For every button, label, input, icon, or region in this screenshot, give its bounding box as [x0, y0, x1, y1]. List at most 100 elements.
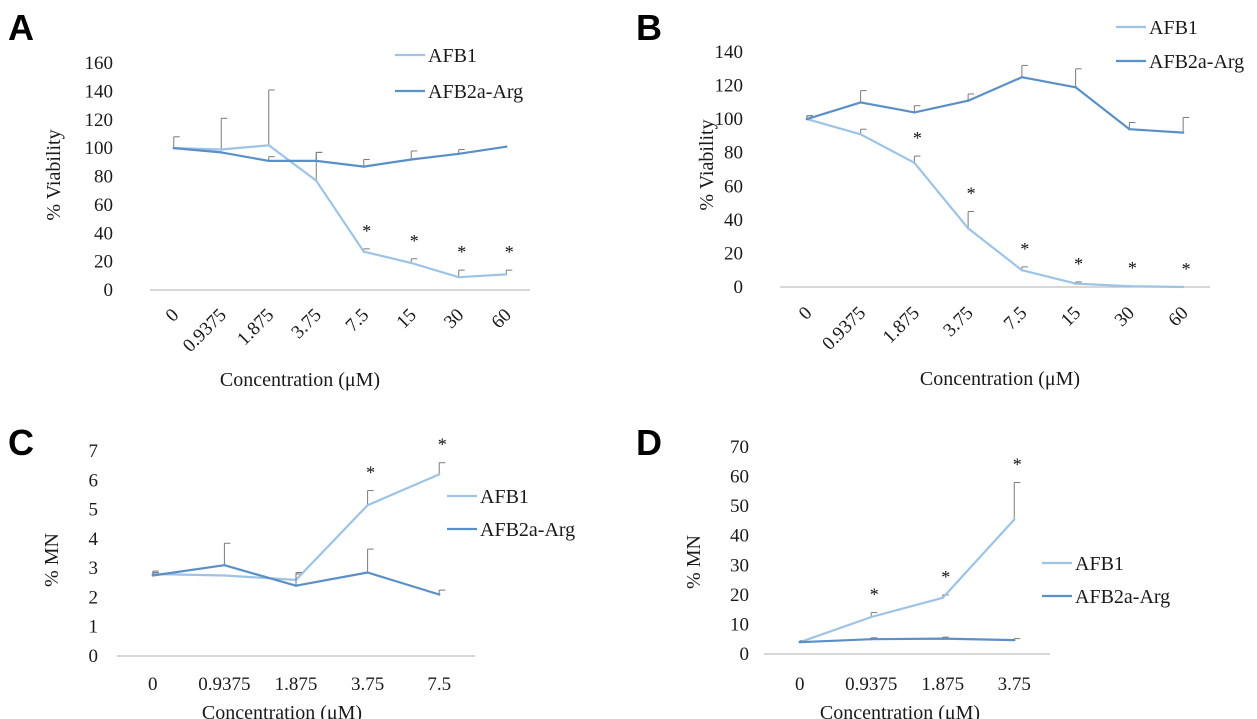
panel-c-afb1-point	[223, 574, 226, 577]
panel-a-afb2a-arg-point	[315, 159, 318, 163]
panel-a-afb2a-arg-point	[457, 152, 460, 155]
panel-b-y-tick-label: 120	[715, 76, 744, 97]
panel-b-x-axis-label: Concentration (μM)	[920, 368, 1080, 390]
panel-b-legend-label-afb2a-arg: AFB2a-Arg	[1149, 51, 1244, 73]
panel-a-x-tick-label: 60	[488, 305, 516, 333]
panel-d-afb2a-arg-point	[870, 638, 873, 641]
panel-b-significance-star: *	[967, 183, 976, 203]
panel-a-significance-star: *	[410, 231, 419, 251]
panel-c-x-tick-label: 3.75	[351, 674, 384, 695]
panel-b-afb1-point	[1074, 282, 1077, 285]
panel-b-significance-star: *	[1182, 259, 1191, 279]
panel-a-y-tick-label: 20	[94, 252, 113, 273]
panel-a-afb2a-arg-point	[362, 165, 365, 168]
panel-b-x-tick-label: 30	[1111, 303, 1139, 331]
panel-a-afb2a-arg-point	[410, 158, 413, 161]
panel-a-x-tick-label: 3.75	[287, 305, 325, 343]
panel-c-x-tick-label: 1.875	[275, 674, 318, 695]
panel-a-y-tick-label: 0	[104, 280, 114, 301]
panel-a-legend-label-afb2a-arg: AFB2a-Arg	[428, 81, 523, 103]
panel-d-y-tick-label: 60	[730, 467, 749, 488]
panel-b-afb1-point	[1181, 285, 1185, 289]
panel-a-afb2a-arg-point	[220, 151, 223, 154]
panel-a-afb2a-arg-line	[173, 145, 507, 168]
panel-b-significance-star: *	[913, 128, 922, 148]
panel-a-afb2a-arg-point	[172, 146, 175, 150]
panel-b-x-tick-label: 3.75	[939, 303, 977, 341]
panel-a-afb1-point	[315, 179, 318, 182]
panel-c-significance-star: *	[438, 435, 447, 455]
panel-b-afb2a-arg-line	[806, 76, 1184, 134]
panel-d-y-tick-label: 70	[730, 437, 749, 458]
panel-d-significance-star: *	[941, 567, 950, 587]
panel-d-x-tick-label: 0	[795, 674, 805, 695]
panel-d-x-tick-label: 1.875	[921, 674, 964, 695]
panel-b-y-tick-label: 40	[724, 210, 743, 231]
panel-c-afb2a-arg-point	[151, 574, 154, 577]
panel-d-y-tick-label: 10	[730, 614, 749, 635]
panel-a-afb1-point	[267, 144, 270, 147]
panel-b-significance-star: *	[1074, 254, 1083, 274]
panel-b-letter: B	[636, 7, 662, 48]
panel-d-afb1-point	[941, 596, 944, 600]
panel-b-afb2a-arg-point	[1074, 86, 1077, 89]
panel-a-significance-star: *	[457, 242, 466, 262]
panel-d-letter: D	[636, 422, 662, 463]
panel-a-legend-label-afb1: AFB1	[428, 45, 477, 67]
panel-a-afb1-point	[220, 148, 223, 151]
panel-a-x-tick-label: 15	[393, 305, 421, 333]
panel-c-x-tick-label: 7.5	[427, 674, 451, 695]
panel-d-afb2a-arg-line	[799, 637, 1015, 644]
panel-c-legend-label-afb1: AFB1	[480, 486, 529, 508]
panel-c-y-axis-label: % MN	[41, 533, 63, 587]
panel-a-y-tick-label: 100	[85, 138, 114, 159]
panel-c-afb1-point	[366, 503, 369, 507]
panel-a-afb1-point	[457, 276, 460, 279]
panel-b-x-tick-label: 60	[1164, 303, 1192, 331]
panel-c-y-tick-label: 0	[89, 646, 99, 667]
panel-a-x-tick-label: 30	[440, 305, 468, 333]
panel-d-y-axis-label: % MN	[683, 535, 705, 589]
panel-a-significance-star: *	[505, 242, 514, 262]
panel-b-y-tick-label: 60	[724, 176, 743, 197]
panel-d-x-axis-label: Concentration (μM)	[820, 702, 980, 719]
panel-a-x-tick-label: 0.9375	[179, 305, 231, 357]
panel-a-y-tick-label: 80	[94, 167, 113, 188]
panel-c-x-tick-label: 0.9375	[198, 674, 250, 695]
panel-b-x-tick-label: 0.9375	[818, 303, 870, 355]
panel-c-y-tick-label: 5	[89, 500, 99, 521]
panel-b-y-tick-label: 100	[715, 109, 744, 130]
panel-b-y-axis-label: % Viability	[696, 119, 718, 210]
panel-a-y-tick-label: 40	[94, 223, 113, 244]
panel-a-afb2a-arg-point	[267, 159, 270, 163]
panel-b-y-tick-label: 20	[724, 243, 743, 264]
panel-c-y-tick-label: 4	[89, 529, 99, 550]
panel-b-x-tick-label: 1.875	[879, 303, 924, 348]
panel-a-letter: A	[8, 7, 34, 48]
panel-c-y-tick-label: 3	[89, 558, 99, 579]
panel-c-afb1-point	[438, 473, 441, 476]
panel-b-afb1-point	[1020, 269, 1024, 272]
panel-b-afb1-point	[966, 227, 970, 230]
panel-c-afb2a-arg-point	[366, 571, 369, 574]
panel-c-afb2a-arg-point	[438, 593, 441, 596]
panel-b-afb1-point	[1128, 284, 1131, 288]
panel-c-significance-star: *	[366, 463, 375, 483]
panel-b-significance-star: *	[1128, 258, 1137, 278]
panel-a-x-tick-label: 7.5	[342, 305, 374, 337]
panel-d-significance-star: *	[870, 585, 879, 605]
panel-b-y-tick-label: 0	[734, 277, 744, 298]
panel-d-x-tick-label: 0.9375	[845, 674, 897, 695]
panel-c-afb1-line	[152, 473, 440, 582]
panel-c-y-tick-label: 2	[89, 587, 99, 608]
panel-d-x-tick-label: 3.75	[998, 674, 1031, 695]
panel-d-legend-label-afb1: AFB1	[1075, 553, 1124, 575]
panel-a-y-tick-label: 120	[85, 110, 114, 131]
panel-b-afb1-point	[859, 133, 862, 136]
panel-d-afb1-line	[799, 518, 1016, 644]
panel-a-afb1-point	[410, 261, 413, 265]
panel-a-x-tick-label: 0	[162, 305, 184, 327]
panel-b-afb1-line	[806, 118, 1184, 289]
panel-c-y-tick-label: 6	[89, 470, 99, 491]
